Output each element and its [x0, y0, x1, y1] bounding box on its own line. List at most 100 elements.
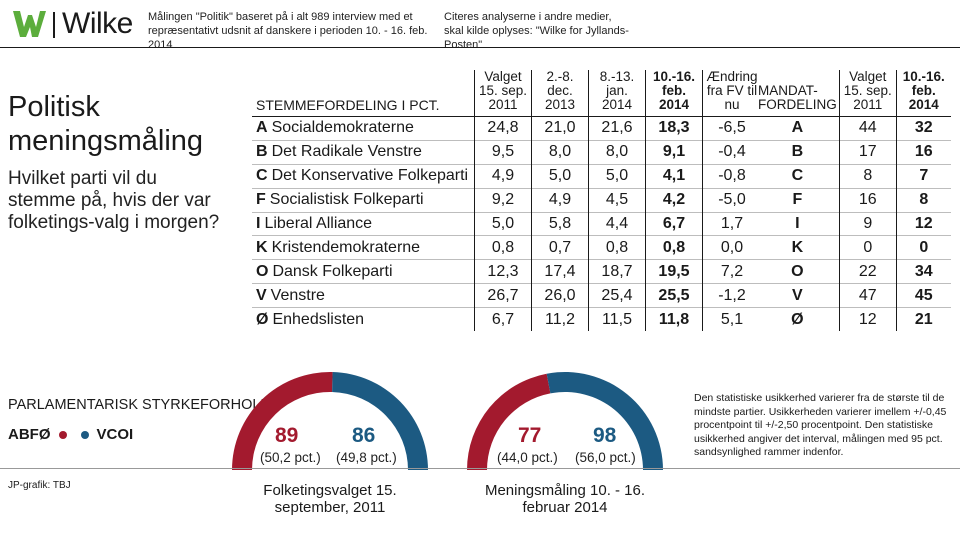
- value-cell: 19,5: [645, 259, 703, 284]
- value-cell: 25,5: [645, 283, 703, 308]
- value-cell: 5,0: [474, 211, 532, 236]
- value-cell: -0,8: [702, 163, 761, 189]
- seat-value-cell: 16: [895, 139, 951, 165]
- value-cell: 5,1: [702, 307, 761, 332]
- table-row: B 17 16: [756, 139, 951, 165]
- seat-value-cell: 0: [838, 235, 897, 260]
- party-name: Det Konservative Folkeparti: [271, 167, 469, 185]
- party-letter: A: [256, 119, 268, 137]
- party-letter: I: [756, 211, 840, 236]
- party-name-cell: V Venstre: [252, 283, 475, 308]
- blue-dot-icon: [80, 430, 89, 439]
- party-name: Enhedslisten: [272, 310, 365, 328]
- value-cell: 24,8: [474, 116, 532, 141]
- party-name-cell: O Dansk Folkeparti: [252, 259, 475, 284]
- seat-value-cell: 12: [838, 307, 897, 332]
- party-name-cell: I Liberal Alliance: [252, 211, 475, 236]
- value-cell: 5,0: [588, 163, 646, 189]
- table-row: I 9 12: [756, 211, 951, 236]
- seat-value-cell: 17: [838, 139, 897, 165]
- sample-note: Målingen "Politik" baseret på i alt 989 …: [148, 11, 428, 51]
- value-cell: 26,7: [474, 283, 532, 308]
- party-name: Socialdemokraterne: [271, 119, 414, 137]
- party-letter: B: [756, 139, 840, 165]
- party-name-cell: A Socialdemokraterne: [252, 116, 475, 141]
- col-header: Valget 15. sep. 2011: [474, 70, 532, 117]
- table-row: I Liberal Alliance 5,0 5,8 4,4 6,7 1,7: [252, 211, 761, 236]
- table-row: V 47 45: [756, 283, 951, 308]
- seat-value-cell: 34: [895, 259, 951, 284]
- seat-value-cell: 12: [895, 211, 951, 236]
- value-cell: 6,7: [474, 307, 532, 332]
- table-row: K Kristendemokraterne 0,8 0,7 0,8 0,8 0,0: [252, 235, 761, 260]
- party-name: Venstre: [270, 286, 325, 304]
- value-cell: 17,4: [531, 259, 589, 284]
- donut-slice-left-bloc: [232, 372, 333, 470]
- right-pct-value: (56,0 pct.): [575, 450, 636, 465]
- value-cell: 4,9: [474, 163, 532, 189]
- value-cell: 25,4: [588, 283, 646, 308]
- party-letter: F: [256, 191, 266, 209]
- bloc-legend: ABFØ VCOI: [8, 426, 133, 443]
- seat-value-cell: 0: [895, 235, 951, 260]
- table-row: B Det Radikale Venstre 9,5 8,0 8,0 9,1 -0,4: [252, 139, 761, 165]
- value-cell: 21,0: [531, 116, 589, 141]
- red-dot-icon: [58, 430, 67, 439]
- value-cell: 18,3: [645, 116, 703, 141]
- table-row: O Dansk Folkeparti 12,3 17,4 18,7 19,5 7,2: [252, 259, 761, 284]
- party-name-cell: C Det Konservative Folkeparti: [252, 163, 475, 189]
- col-header: 10.-16. feb. 2014: [645, 70, 703, 117]
- uncertainty-note: Den statistiske usikkerhed varierer fra …: [694, 392, 947, 458]
- party-name: Kristendemokraterne: [271, 238, 421, 256]
- logo-separator: [53, 12, 55, 38]
- graphic-credit: JP-grafik: TBJ: [8, 480, 71, 491]
- right-seats-value: 86: [352, 424, 376, 447]
- party-name: Socialistisk Folkeparti: [269, 191, 424, 209]
- seat-value-cell: 21: [895, 307, 951, 332]
- party-letter: Ø: [756, 307, 840, 332]
- party-letter: F: [756, 187, 840, 213]
- seat-value-cell: 22: [838, 259, 897, 284]
- party-name: Dansk Folkeparti: [272, 262, 393, 280]
- chart-caption: Meningsmåling 10. - 16. februar 2014: [484, 482, 646, 516]
- value-cell: 8,0: [588, 139, 646, 165]
- value-cell: 6,7: [645, 211, 703, 236]
- table-row: F Socialistisk Folkeparti 9,2 4,9 4,5 4,2 -5,0: [252, 187, 761, 213]
- value-cell: 7,2: [702, 259, 761, 284]
- party-letter: C: [256, 167, 268, 185]
- seat-value-cell: 47: [838, 283, 897, 308]
- left-bloc-label: ABFØ: [8, 426, 51, 443]
- party-letter: A: [756, 116, 840, 141]
- party-name-cell: K Kristendemokraterne: [252, 235, 475, 260]
- brand-name: Wilke: [62, 7, 133, 40]
- value-cell: 8,0: [531, 139, 589, 165]
- value-cell: 9,2: [474, 187, 532, 213]
- value-cell: 26,0: [531, 283, 589, 308]
- value-cell: 0,8: [645, 235, 703, 260]
- value-cell: 0,0: [702, 235, 761, 260]
- value-cell: 21,6: [588, 116, 646, 141]
- value-cell: 5,0: [531, 163, 589, 189]
- value-cell: -5,0: [702, 187, 761, 213]
- value-cell: 18,7: [588, 259, 646, 284]
- footer-rule: [0, 468, 960, 469]
- right-pct-value: (49,8 pct.): [336, 450, 397, 465]
- table-row: V Venstre 26,7 26,0 25,4 25,5 -1,2: [252, 283, 761, 308]
- seat-value-cell: 44: [838, 116, 897, 141]
- party-letter: Ø: [256, 310, 269, 328]
- left-pct-value: (44,0 pct.): [497, 450, 558, 465]
- party-name-cell: Ø Enhedslisten: [252, 307, 475, 332]
- donut-svg-2011: [232, 372, 428, 470]
- table-row: A 44 32: [756, 116, 951, 141]
- seat-value-cell: 16: [838, 187, 897, 213]
- value-cell: 0,7: [531, 235, 589, 260]
- value-cell: 4,9: [531, 187, 589, 213]
- citation-note: Citeres analyserne i andre medier, skal …: [444, 11, 629, 51]
- col-header: Ændring fra FV til nu: [702, 70, 761, 117]
- value-cell: 4,5: [588, 187, 646, 213]
- vote-share-table: STEMMEFORDELING I PCT. Valget 15. sep. 2…: [252, 70, 761, 332]
- donut-slice-left-bloc: [467, 373, 551, 470]
- party-letter: O: [756, 259, 840, 284]
